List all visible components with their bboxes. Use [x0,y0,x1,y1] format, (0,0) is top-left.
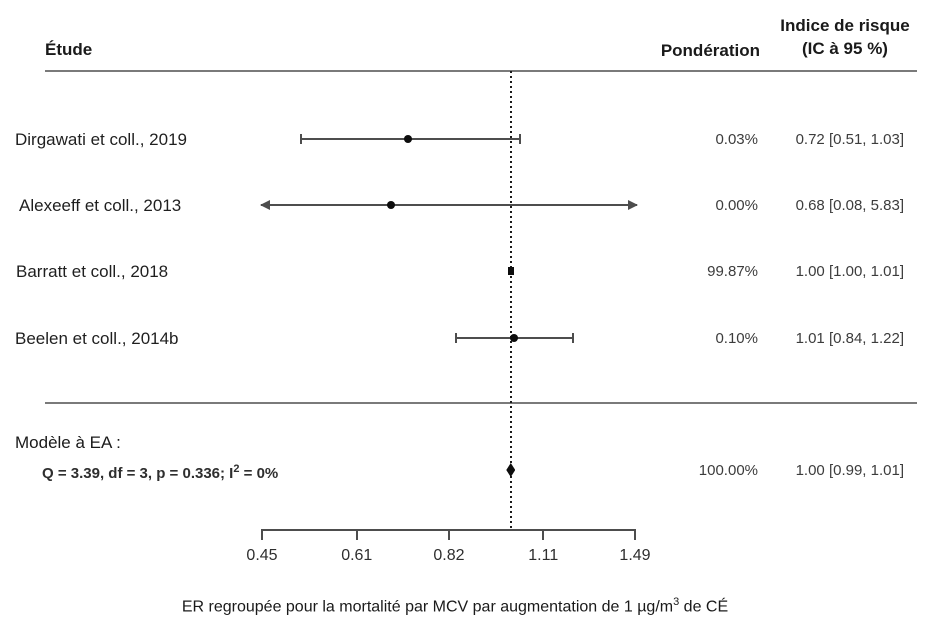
summary-weight: 100.00% [698,462,758,479]
study-estimate: 0.72 [0.51, 1.03] [795,131,904,148]
study-label: Barratt et coll., 2018 [16,262,169,281]
ci-cap-left [455,333,458,343]
x-axis-tick-label: 1.11 [528,547,559,564]
x-axis-caption-superscript: 3 [673,596,680,608]
study-estimate: 1.00 [1.00, 1.01] [795,263,904,280]
effect-marker-dot [509,334,518,342]
effect-marker-dot [404,135,413,143]
x-axis-caption: ER regroupée pour la mortalité par MCV p… [0,592,910,617]
effect-marker-dot [386,201,395,209]
summary-estimate: 1.00 [0.99, 1.01] [795,462,904,479]
model-stats-suffix: = 0% [239,465,279,482]
study-weight: 99.87% [707,263,758,280]
study-label: Dirgawati et coll., 2019 [15,130,187,149]
ci-cap-left [299,134,302,144]
ci-arrow-left-icon [260,200,270,210]
effect-column-header-line1: Indice de risque [780,16,910,35]
model-stats-prefix: Q = 3.39, df = 3, p = 0.336; I [42,465,234,482]
x-axis-tick-label: 0.45 [246,547,278,564]
ci-arrow-right-icon [628,200,638,210]
reference-line [509,71,512,529]
x-axis-tick-label: 1.49 [619,547,651,564]
x-axis-caption-suffix: de CÉ [679,598,729,616]
x-axis-tick [355,529,358,540]
x-axis-tick [261,529,263,540]
x-axis-tick [542,529,545,540]
study-column-header: Étude [45,40,93,59]
study-weight: 0.03% [715,131,758,148]
effect-column-header: Indice de risque (IC à 95 %) [770,14,920,60]
x-axis-caption-prefix: ER regroupée pour la mortalité par MCV p… [181,598,674,616]
effect-marker-square [507,267,514,275]
ci-cap-right [571,333,574,343]
x-axis-tick [634,529,636,540]
weight-column-header: Pondération [660,41,760,60]
x-axis-tick-label: 0.82 [433,547,465,564]
ci-line [261,204,637,206]
model-stats-superscript: 2 [233,463,240,475]
effect-column-header-line2: (IC à 95 %) [802,39,888,58]
summary-diamond-marker [506,463,516,477]
ci-cap-right [518,134,521,144]
study-label: Alexeeff et coll., 2013 [19,196,182,215]
summary-divider-rule [45,402,917,404]
x-axis-tick [447,529,450,540]
x-axis-tick-label: 0.61 [341,547,373,564]
study-label: Beelen et coll., 2014b [15,329,179,348]
model-stats: Q = 3.39, df = 3, p = 0.336; I2 = 0% [42,460,278,483]
study-estimate: 0.68 [0.08, 5.83] [795,197,904,214]
study-weight: 0.10% [715,330,758,347]
header-divider-rule [45,70,917,72]
study-weight: 0.00% [715,197,758,214]
model-label: Modèle à EA : [15,433,121,452]
study-estimate: 1.01 [0.84, 1.22] [795,330,904,347]
